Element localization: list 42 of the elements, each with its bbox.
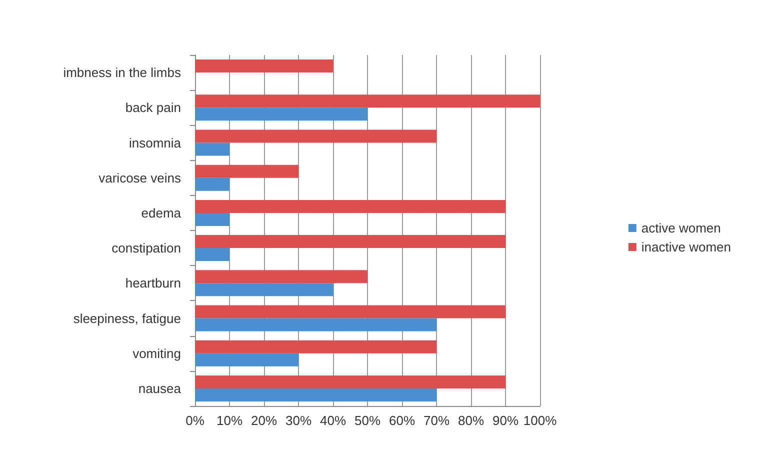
y-tick-label: vomiting xyxy=(132,346,181,361)
legend-label: active women xyxy=(641,220,721,236)
x-tick-label: 20% xyxy=(250,413,278,428)
bar xyxy=(195,305,506,318)
x-tick-label: 50% xyxy=(354,413,381,428)
x-tick-label: 0% xyxy=(186,413,205,428)
bar xyxy=(195,318,436,332)
bar xyxy=(195,212,230,226)
bar xyxy=(195,200,506,213)
bar xyxy=(195,235,506,248)
y-tick-label: heartburn xyxy=(125,276,181,291)
bar xyxy=(195,178,230,191)
y-tick-label: insomnia xyxy=(128,135,182,150)
y-tick-label: sleepiness, fatigue xyxy=(73,310,181,326)
x-tick-label: 80% xyxy=(458,413,484,428)
x-tick-label: 40% xyxy=(320,413,346,428)
y-tick-label: nausea xyxy=(138,380,182,396)
bar xyxy=(195,60,333,73)
bar xyxy=(195,283,333,296)
bar xyxy=(195,164,298,178)
bar xyxy=(195,375,506,388)
y-tick-label: varicose veins xyxy=(98,170,182,186)
x-tick-label: 60% xyxy=(388,413,416,428)
bar xyxy=(195,142,230,156)
x-tick-label: 100% xyxy=(523,413,558,428)
y-tick-label: back pain xyxy=(125,100,181,116)
y-tick-label: imbness in the limbs xyxy=(63,65,182,80)
y-tick-label: constipation xyxy=(112,240,181,256)
x-tick-label: 90% xyxy=(492,413,519,428)
bar xyxy=(195,248,230,262)
bar xyxy=(195,353,298,366)
bar xyxy=(195,270,368,284)
bar xyxy=(195,340,436,354)
bar xyxy=(195,108,368,121)
bar xyxy=(195,94,540,108)
x-tick-label: 10% xyxy=(216,413,243,428)
legend-label: inactive women xyxy=(641,240,732,254)
bar xyxy=(195,388,436,402)
x-tick-label: 30% xyxy=(285,413,312,428)
bar xyxy=(195,130,436,143)
y-tick-label: edema xyxy=(141,205,182,220)
x-tick-label: 70% xyxy=(423,413,450,428)
